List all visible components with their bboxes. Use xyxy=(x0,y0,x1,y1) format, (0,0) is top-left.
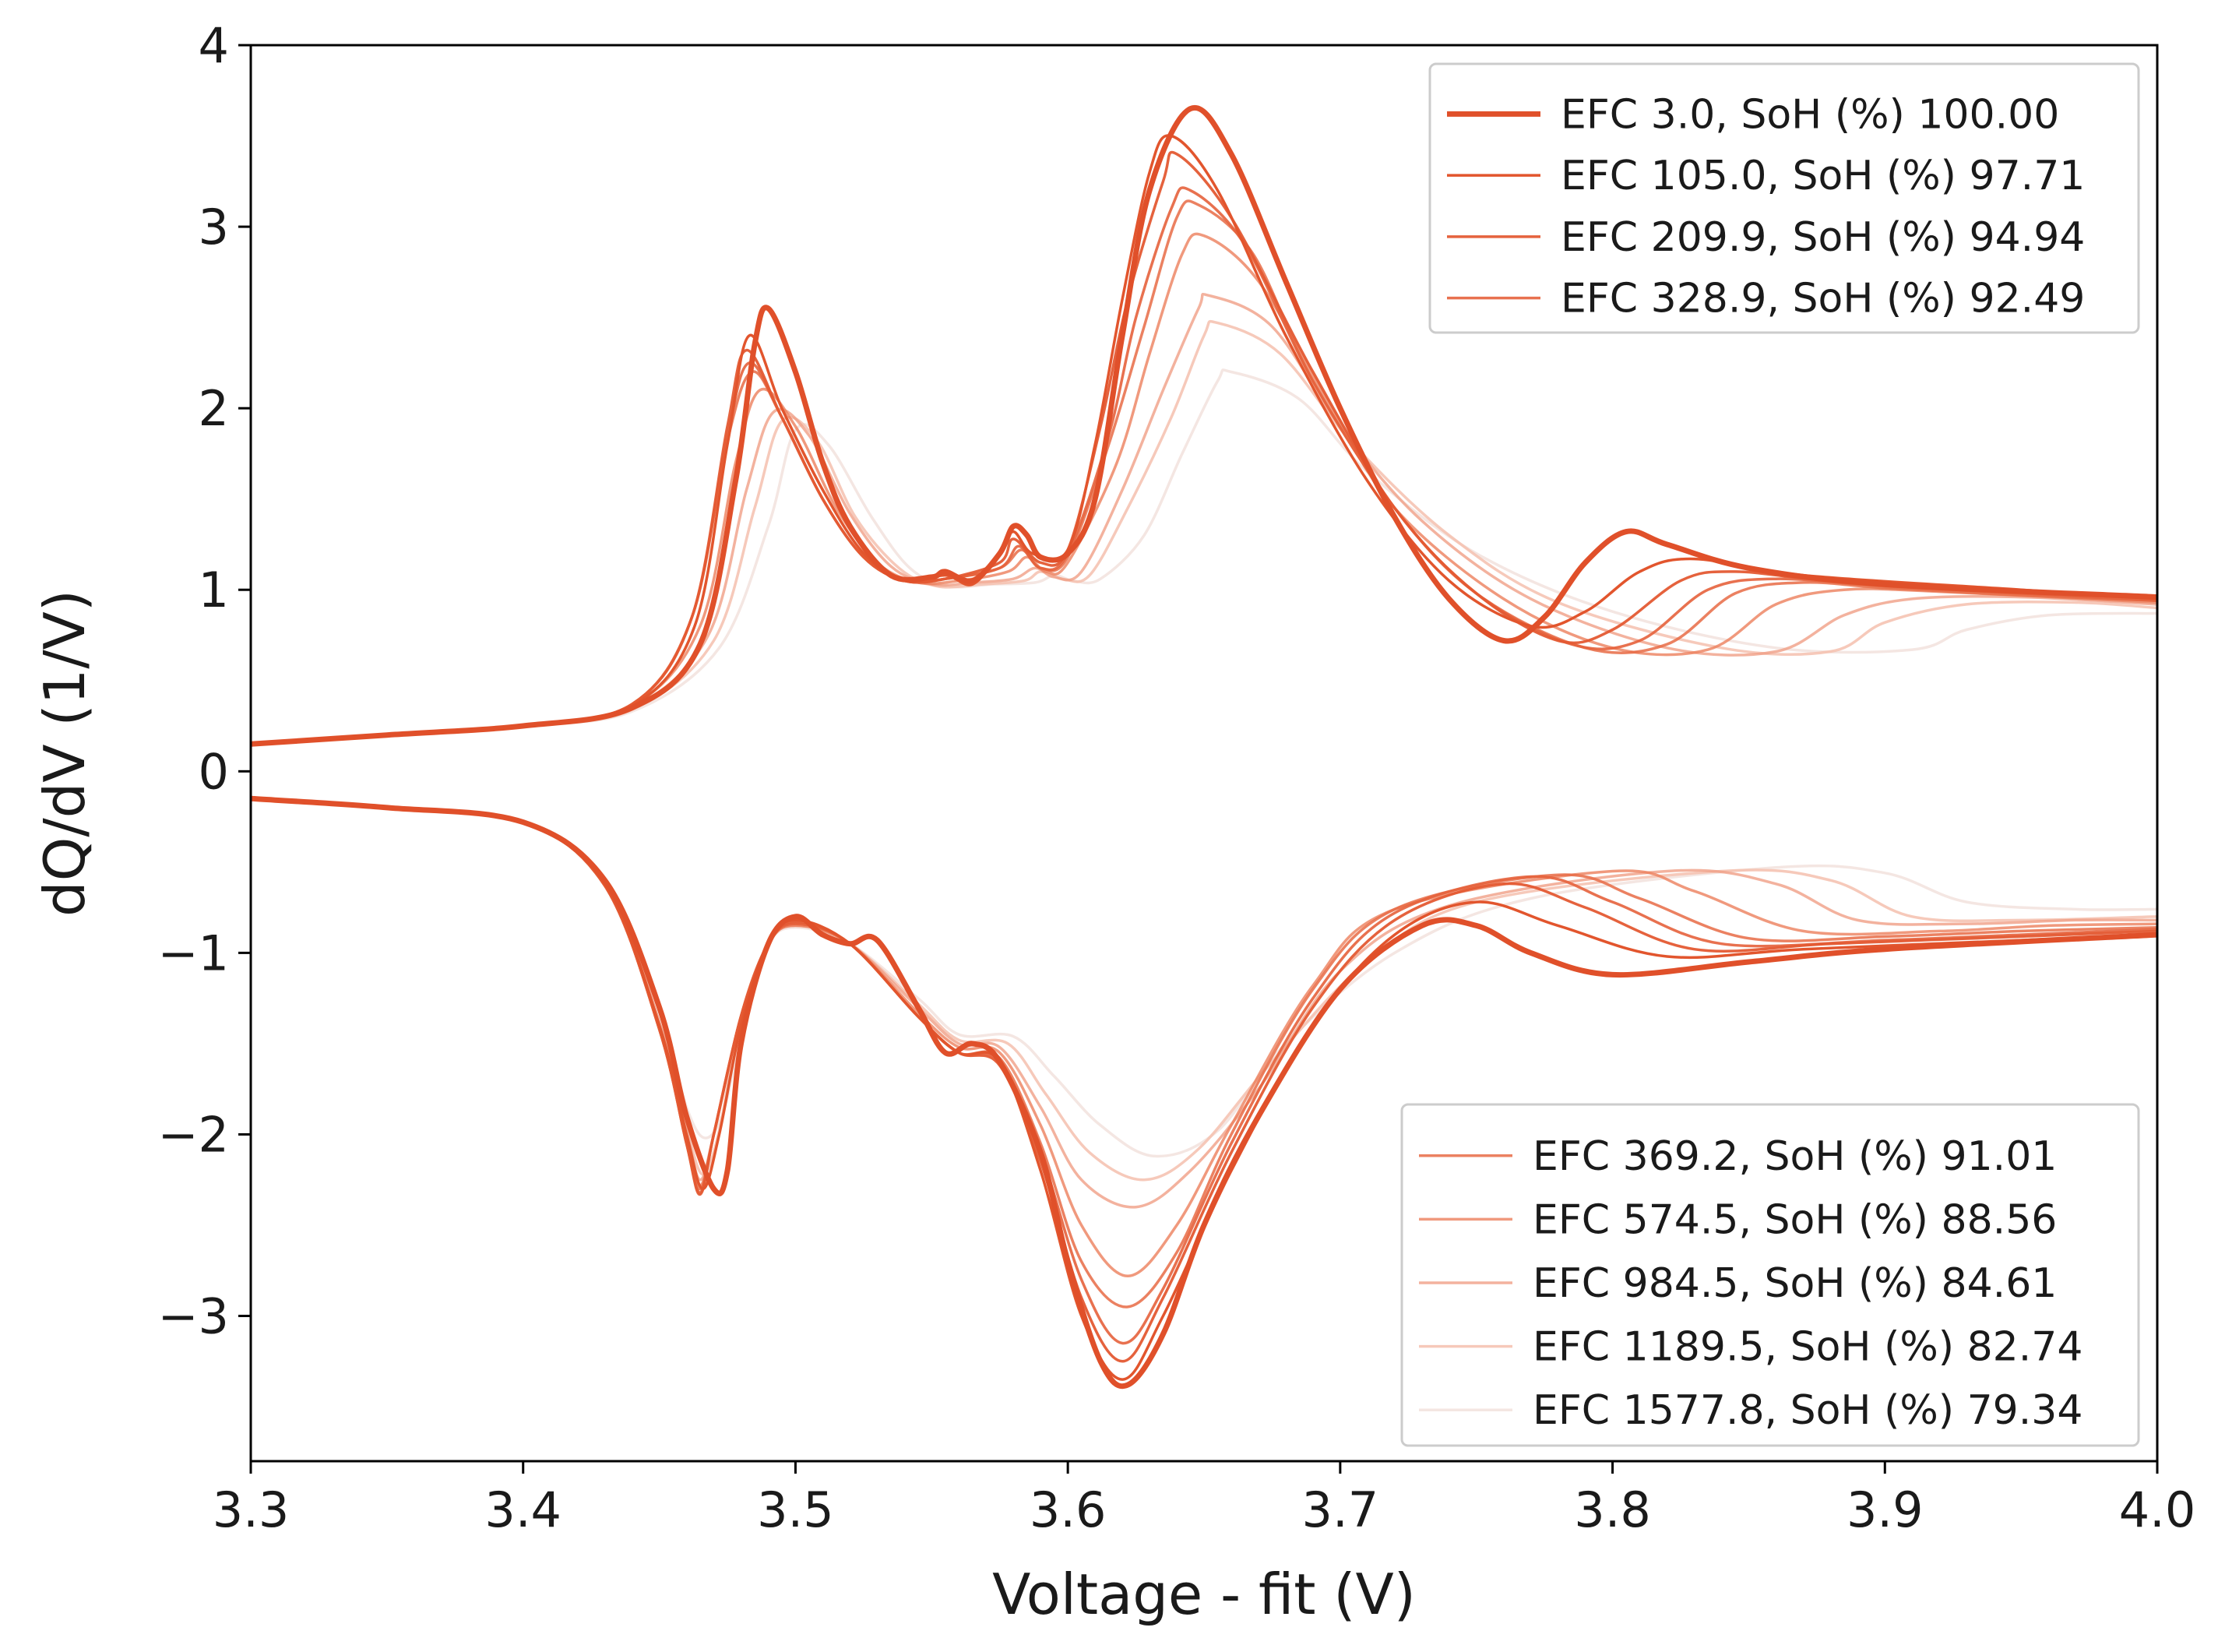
x-tick-label: 4.0 xyxy=(2119,1481,2196,1538)
legend-top-right: EFC 3.0, SoH (%) 100.00 EFC 105.0, SoH (%… xyxy=(1428,62,2140,334)
series-0-discharge-line xyxy=(251,795,2157,1390)
y-tick-label: 4 xyxy=(199,17,229,74)
legend-box xyxy=(1428,62,2140,334)
series-7-charge-line xyxy=(251,319,2157,746)
x-tick-label: 3.3 xyxy=(213,1481,290,1538)
legend-label: EFC 984.5, SoH (%) 84.61 xyxy=(1533,1260,2057,1307)
series-0-charge-line xyxy=(251,104,2157,747)
y-tick-label: 2 xyxy=(199,380,229,437)
y-tick-label: −1 xyxy=(158,925,229,981)
x-tick-label: 3.7 xyxy=(1302,1481,1379,1538)
legend-label: EFC 574.5, SoH (%) 88.56 xyxy=(1533,1196,2057,1243)
x-axis-label: Voltage - fit (V) xyxy=(992,1562,1416,1627)
x-tick-label: 3.4 xyxy=(484,1481,562,1538)
legend-entry: EFC 1189.5, SoH (%) 82.74 xyxy=(1419,1324,2082,1371)
legend-layer: EFC 3.0, SoH (%) 100.00 EFC 105.0, SoH (%… xyxy=(1400,62,2140,1447)
y-tick-label: −3 xyxy=(158,1288,229,1345)
y-axis-label: dQ/dV (1/V) xyxy=(32,590,97,917)
x-tick-label: 3.9 xyxy=(1847,1481,1924,1538)
legend-entry: EFC 574.5, SoH (%) 88.56 xyxy=(1419,1196,2057,1243)
legend-entry: EFC 105.0, SoH (%) 97.71 xyxy=(1447,153,2085,199)
legend-label: EFC 105.0, SoH (%) 97.71 xyxy=(1561,153,2085,199)
axes-layer: 3.3 3.4 3.5 3.6 3.7 3.8 3.9 4.0 4 3 2 1 0 −1 −2 −3 xyxy=(158,17,2196,1538)
legend-entry: EFC 209.9, SoH (%) 94.94 xyxy=(1447,214,2085,261)
legend-label: EFC 1577.8, SoH (%) 79.34 xyxy=(1533,1387,2082,1434)
series-layer xyxy=(251,104,2157,1390)
series-6-charge-line xyxy=(251,292,2157,746)
legend-label: EFC 209.9, SoH (%) 94.94 xyxy=(1561,214,2085,261)
axes-frame xyxy=(249,44,2159,1463)
x-tick-label: 3.8 xyxy=(1574,1481,1651,1538)
x-tick-label: 3.6 xyxy=(1030,1481,1107,1538)
legend-label: EFC 369.2, SoH (%) 91.01 xyxy=(1533,1133,2057,1180)
y-tick-label: 3 xyxy=(199,199,229,255)
legend-label: EFC 3.0, SoH (%) 100.00 xyxy=(1561,91,2059,138)
series-1-charge-line xyxy=(251,134,2157,746)
x-tick-label: 3.5 xyxy=(757,1481,834,1538)
legend-entry: EFC 984.5, SoH (%) 84.61 xyxy=(1419,1260,2057,1307)
legend-lower-right: EFC 369.2, SoH (%) 91.01 EFC 574.5, SoH (… xyxy=(1400,1103,2140,1447)
legend-label: EFC 328.9, SoH (%) 92.49 xyxy=(1561,276,2085,322)
legend-label: EFC 1189.5, SoH (%) 82.74 xyxy=(1533,1324,2082,1371)
series-0 xyxy=(251,104,2157,1390)
y-tick-label: 1 xyxy=(199,562,229,618)
y-tick-label: −2 xyxy=(158,1106,229,1163)
legend-entry: EFC 3.0, SoH (%) 100.00 xyxy=(1447,91,2059,138)
legend-box xyxy=(1400,1103,2140,1447)
legend-entry: EFC 1577.8, SoH (%) 79.34 xyxy=(1419,1387,2082,1434)
legend-entry: EFC 369.2, SoH (%) 91.01 xyxy=(1419,1133,2057,1180)
legend-entry: EFC 328.9, SoH (%) 92.49 xyxy=(1447,276,2085,322)
y-tick-label: 0 xyxy=(199,743,229,800)
